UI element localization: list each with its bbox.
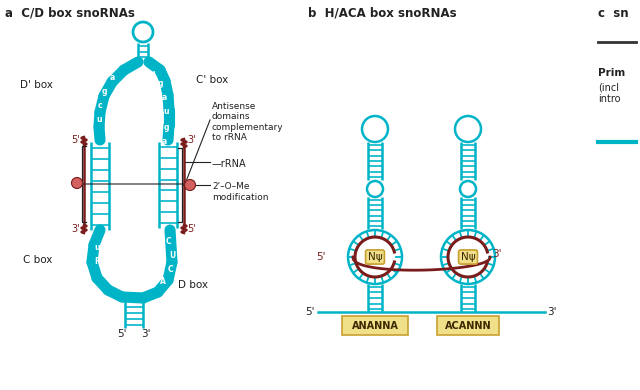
Text: C' box: C' box bbox=[196, 75, 228, 85]
Text: 3': 3' bbox=[187, 135, 196, 145]
Text: Antisense
domains
complementary
to rRNA: Antisense domains complementary to rRNA bbox=[212, 102, 284, 142]
Text: D' box: D' box bbox=[20, 80, 53, 90]
Text: 5': 5' bbox=[187, 224, 196, 234]
Text: u: u bbox=[163, 108, 169, 117]
Circle shape bbox=[362, 116, 388, 142]
Text: 5': 5' bbox=[316, 252, 326, 262]
Text: u: u bbox=[96, 115, 102, 124]
Text: ANANNA: ANANNA bbox=[351, 321, 399, 331]
Text: g: g bbox=[101, 87, 107, 96]
Text: 3': 3' bbox=[547, 307, 557, 317]
Text: Nψ: Nψ bbox=[461, 252, 476, 262]
Text: a: a bbox=[161, 136, 166, 145]
Text: 3': 3' bbox=[71, 224, 79, 234]
Text: U: U bbox=[169, 250, 175, 259]
FancyBboxPatch shape bbox=[342, 316, 408, 335]
Text: a: a bbox=[109, 73, 115, 83]
Text: —rRNA: —rRNA bbox=[212, 159, 246, 169]
Circle shape bbox=[460, 181, 476, 197]
Text: 5': 5' bbox=[117, 329, 127, 339]
Text: c  sn: c sn bbox=[598, 7, 628, 20]
Text: u: u bbox=[94, 243, 100, 252]
Text: 3': 3' bbox=[492, 249, 502, 259]
Text: b  H/ACA box snoRNAs: b H/ACA box snoRNAs bbox=[308, 7, 456, 20]
Text: 3': 3' bbox=[141, 329, 151, 339]
Text: 2'–O–Me
modification: 2'–O–Me modification bbox=[212, 182, 269, 202]
Text: 5': 5' bbox=[305, 307, 314, 317]
Text: A: A bbox=[160, 277, 166, 285]
Text: Prim: Prim bbox=[598, 68, 625, 78]
Text: Nψ: Nψ bbox=[367, 252, 382, 262]
Text: g: g bbox=[157, 78, 163, 87]
Text: D box: D box bbox=[178, 280, 208, 290]
Circle shape bbox=[133, 22, 153, 42]
FancyBboxPatch shape bbox=[437, 316, 499, 335]
Text: C: C bbox=[165, 236, 171, 245]
Text: C: C bbox=[167, 264, 173, 273]
Text: c: c bbox=[98, 101, 102, 110]
Text: a: a bbox=[161, 92, 166, 101]
Text: R: R bbox=[94, 257, 100, 266]
Text: u: u bbox=[149, 69, 155, 78]
Text: C box: C box bbox=[22, 255, 52, 265]
Circle shape bbox=[72, 177, 83, 188]
Text: ACANNN: ACANNN bbox=[445, 321, 492, 331]
Text: a  C/D box snoRNAs: a C/D box snoRNAs bbox=[5, 7, 135, 20]
Circle shape bbox=[184, 179, 195, 190]
Circle shape bbox=[367, 181, 383, 197]
Circle shape bbox=[455, 116, 481, 142]
Text: intro: intro bbox=[598, 94, 621, 104]
Text: 5': 5' bbox=[71, 135, 80, 145]
Text: (incl: (incl bbox=[598, 82, 619, 92]
Text: g: g bbox=[163, 122, 169, 131]
